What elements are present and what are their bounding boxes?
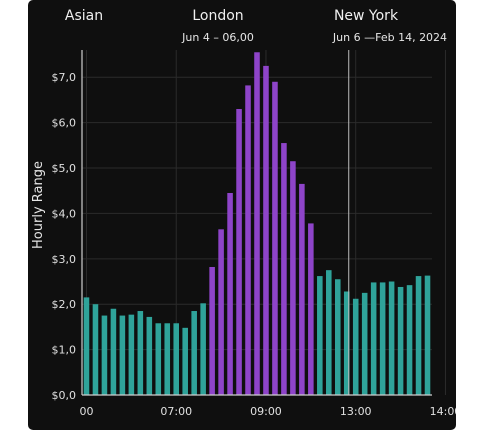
bar <box>173 323 180 395</box>
y-axis-title: Hourly Range <box>31 161 46 249</box>
chart-panel: Asian London Jun 4 – 06,00 New York Jun 6 —F… <box>28 0 456 430</box>
bar <box>182 327 188 395</box>
session-subtitle: Jun 4 – 06,00 <box>181 31 254 44</box>
bar <box>218 229 224 395</box>
x-tick-label: 07:00 <box>160 405 192 418</box>
bar <box>110 308 117 395</box>
bar <box>388 281 395 395</box>
bar <box>245 85 251 395</box>
bar <box>254 52 260 396</box>
y-tick-label: $1,0 <box>52 344 77 357</box>
x-tick-label: 14:00 <box>430 405 456 418</box>
bar <box>191 311 197 395</box>
bar <box>236 109 242 395</box>
bar <box>379 282 386 395</box>
bar <box>299 183 305 395</box>
bar <box>101 315 108 395</box>
bar <box>164 323 171 395</box>
bar <box>424 275 431 395</box>
bar <box>308 223 314 395</box>
bar <box>200 303 206 395</box>
session-title: Asian <box>65 8 103 24</box>
bar <box>352 298 359 395</box>
bar <box>263 65 269 395</box>
bar <box>92 304 99 395</box>
x-tick-label: 09:00 <box>250 405 282 418</box>
bar <box>146 316 153 395</box>
bar <box>281 143 287 395</box>
bar <box>343 291 350 395</box>
bar <box>415 276 422 395</box>
bar <box>334 279 341 395</box>
bar <box>119 315 126 395</box>
bar <box>227 192 233 395</box>
bar <box>209 266 215 395</box>
bar <box>370 282 377 395</box>
y-tick-label: $3,0 <box>52 253 77 266</box>
session-title: London <box>192 8 243 24</box>
bar <box>326 270 332 395</box>
bar <box>128 314 135 395</box>
bar <box>137 311 144 395</box>
session-title: New York <box>334 8 399 24</box>
x-tick-label: 13:00 <box>340 405 372 418</box>
y-tick-label: $2,0 <box>52 298 77 311</box>
y-tick-label: $6,0 <box>52 117 77 130</box>
bar <box>317 276 323 395</box>
bar <box>406 285 413 395</box>
bars <box>83 52 431 396</box>
bar <box>155 323 162 395</box>
bar <box>361 292 368 395</box>
axes: $0,0 $1,0 $2,0 $3,0 $4,0 $5,0 $6,0 $7,0 00 07:00 0… <box>52 50 456 418</box>
bar <box>290 161 296 395</box>
y-tick-label: $0,0 <box>52 389 77 402</box>
bar <box>272 81 278 395</box>
session-headers: Asian London Jun 4 – 06,00 New York Jun 6 —F… <box>65 8 447 44</box>
x-tick-label: 00 <box>79 405 93 418</box>
bar <box>83 297 90 395</box>
bar <box>397 286 404 395</box>
session-subtitle: Jun 6 —Feb 14, 2024 <box>332 31 447 44</box>
y-tick-label: $7,0 <box>52 71 77 84</box>
y-tick-label: $5,0 <box>52 162 77 175</box>
hourly-range-chart: Asian London Jun 4 – 06,00 New York Jun 6 —F… <box>31 8 456 418</box>
y-tick-label: $4,0 <box>52 207 77 220</box>
